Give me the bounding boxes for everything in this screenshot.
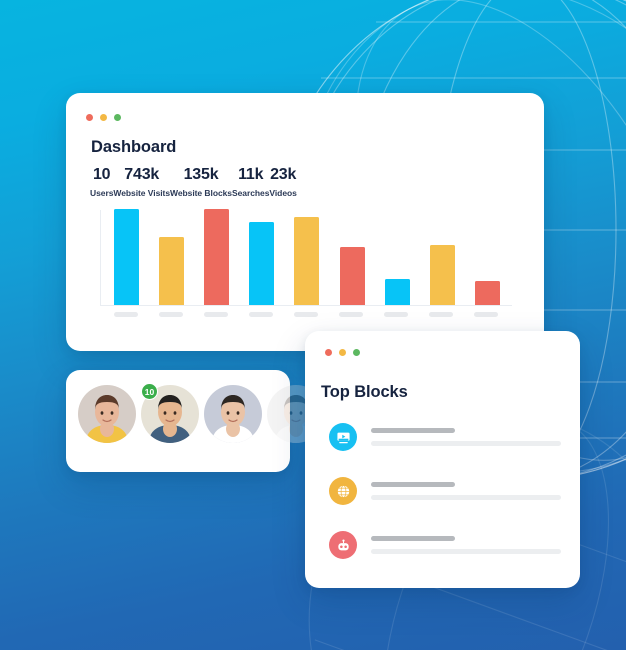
bar-1[interactable] xyxy=(114,209,140,305)
video-screen-icon xyxy=(336,432,350,443)
axis-label-placeholder xyxy=(384,312,409,317)
axis-label-placeholder xyxy=(293,312,318,317)
avatars-row: 10 xyxy=(78,383,330,443)
avatar-wrap[interactable]: 10 xyxy=(141,383,199,443)
window-maximize-dot[interactable] xyxy=(353,349,360,356)
top-block-placeholder-lines xyxy=(371,482,561,500)
axis-slot xyxy=(419,312,464,317)
axis-slot xyxy=(103,312,148,317)
stat-value: 10 xyxy=(92,166,111,183)
bar-9[interactable] xyxy=(474,281,500,305)
stat-videos: 23k Videos xyxy=(269,165,296,198)
top-block-title-placeholder xyxy=(371,482,455,487)
stat-label: Videos xyxy=(269,188,297,198)
top-blocks-list xyxy=(329,419,561,581)
bar-4[interactable] xyxy=(249,222,275,305)
bar-7[interactable] xyxy=(384,279,410,305)
avatar-wrap[interactable] xyxy=(204,385,262,443)
stats-row: 10 Users 743k Website Visits 135k Websit… xyxy=(90,165,530,198)
bar-6[interactable] xyxy=(339,247,365,305)
bar-slot xyxy=(420,209,465,305)
axis-slot xyxy=(148,312,193,317)
bar-8[interactable] xyxy=(429,244,455,305)
bar-slot xyxy=(239,209,284,305)
globe-icon[interactable] xyxy=(329,477,357,505)
stat-website-visits: 743k Website Visits xyxy=(113,165,170,198)
stat-website-blocks: 135k Website Blocks xyxy=(170,165,232,198)
dashboard-card: Dashboard 10 Users 743k Website Visits 1… xyxy=(66,93,544,351)
bar-slot xyxy=(149,209,194,305)
bar-chart xyxy=(100,209,512,306)
robot-icon[interactable] xyxy=(329,531,357,559)
stat-value: 743k xyxy=(124,166,160,183)
bar-slot xyxy=(330,209,375,305)
axis-slot xyxy=(464,312,509,317)
bar-slot xyxy=(465,209,510,305)
avatar-portrait xyxy=(141,385,199,443)
stat-label: Website Blocks xyxy=(170,188,232,198)
stat-value: 23k xyxy=(270,166,297,183)
bar-slot xyxy=(194,209,239,305)
window-maximize-dot[interactable] xyxy=(114,114,121,121)
avatar[interactable] xyxy=(204,385,262,443)
window-traffic-lights xyxy=(325,349,360,356)
page-title: Dashboard xyxy=(91,138,177,156)
top-block-row[interactable] xyxy=(329,527,561,563)
top-blocks-card: Top Blocks xyxy=(305,331,580,588)
window-traffic-lights xyxy=(86,114,121,121)
bar-chart-axis-labels xyxy=(103,312,509,317)
stat-label: Searches xyxy=(232,188,270,198)
axis-slot xyxy=(283,312,328,317)
stat-value: 11k xyxy=(238,166,264,183)
top-block-subtitle-placeholder xyxy=(371,441,561,446)
window-minimize-dot[interactable] xyxy=(100,114,107,121)
axis-slot xyxy=(329,312,374,317)
stat-searches: 11k Searches xyxy=(232,165,269,198)
avatar-count-badge: 10 xyxy=(141,383,158,400)
top-block-subtitle-placeholder xyxy=(371,549,561,554)
axis-label-placeholder xyxy=(113,312,138,317)
top-block-title-placeholder xyxy=(371,428,455,433)
bar-3[interactable] xyxy=(204,209,230,305)
axis-label-placeholder xyxy=(474,312,499,317)
avatar[interactable] xyxy=(141,385,199,443)
bar-5[interactable] xyxy=(294,216,320,305)
top-block-placeholder-lines xyxy=(371,536,561,554)
top-block-placeholder-lines xyxy=(371,428,561,446)
top-block-row[interactable] xyxy=(329,419,561,455)
bar-slot xyxy=(104,209,149,305)
top-blocks-title: Top Blocks xyxy=(321,383,408,401)
avatars-card: 10 xyxy=(66,370,325,472)
globe-icon xyxy=(336,484,350,498)
axis-slot xyxy=(193,312,238,317)
top-block-subtitle-placeholder xyxy=(371,495,561,500)
stat-label: Users xyxy=(90,188,114,198)
axis-label-placeholder xyxy=(248,312,273,317)
avatar[interactable] xyxy=(78,385,136,443)
avatar-portrait xyxy=(78,385,136,443)
bar-slot xyxy=(375,209,420,305)
top-block-title-placeholder xyxy=(371,536,455,541)
axis-label-placeholder xyxy=(339,312,364,317)
window-close-dot[interactable] xyxy=(325,349,332,356)
top-block-row[interactable] xyxy=(329,473,561,509)
window-close-dot[interactable] xyxy=(86,114,93,121)
video-screen-icon[interactable] xyxy=(329,423,357,451)
avatar-wrap[interactable] xyxy=(78,385,136,443)
stat-value: 135k xyxy=(183,166,219,183)
robot-icon xyxy=(337,539,349,550)
bar-slot xyxy=(284,209,329,305)
bar-chart-bars xyxy=(104,209,510,305)
bar-2[interactable] xyxy=(159,236,185,305)
avatar-portrait xyxy=(204,385,262,443)
axis-label-placeholder xyxy=(203,312,228,317)
axis-label-placeholder xyxy=(429,312,454,317)
axis-slot xyxy=(374,312,419,317)
stat-label: Website Visits xyxy=(113,188,171,198)
axis-label-placeholder xyxy=(158,312,183,317)
axis-slot xyxy=(238,312,283,317)
stat-users: 10 Users xyxy=(90,165,113,198)
window-minimize-dot[interactable] xyxy=(339,349,346,356)
